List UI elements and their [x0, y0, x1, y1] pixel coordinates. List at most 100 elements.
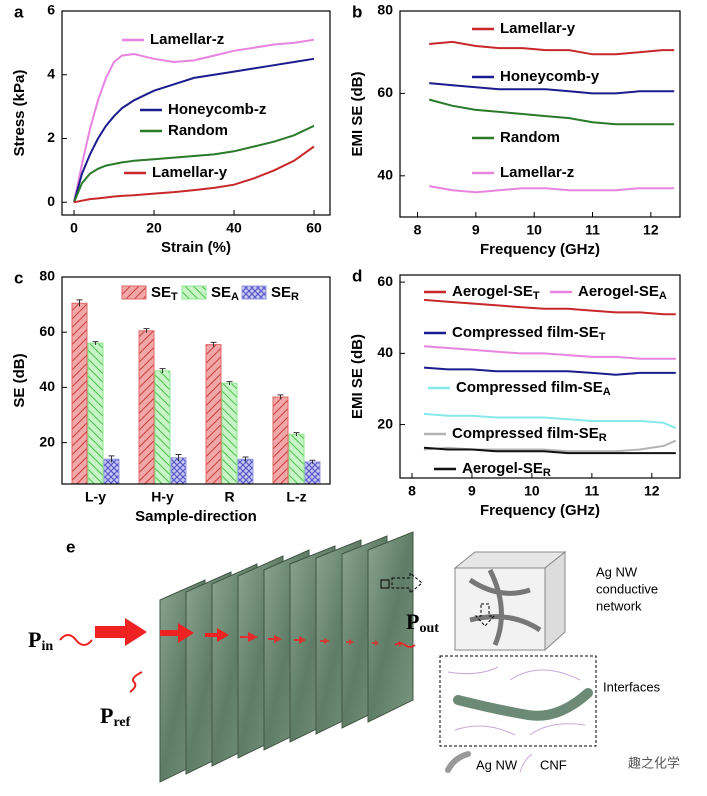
series-label: Honeycomb-z [168, 101, 266, 118]
line [428, 98, 675, 126]
x-tick-label: 12 [643, 222, 659, 238]
x-tick-label: 40 [226, 220, 242, 236]
text-part: Lamellar-z [500, 164, 574, 181]
series-label: Lamellar-z [150, 31, 224, 48]
text-part: in [41, 639, 53, 654]
text-part: SE [151, 284, 171, 301]
error-bar [175, 453, 182, 462]
x-tick-label: L-z [286, 489, 306, 505]
zoom-box [380, 579, 390, 589]
series-label: Lamellar-y [500, 20, 576, 37]
y-tick-label: 40 [39, 378, 55, 394]
plot-frame [399, 274, 681, 479]
error-bar [76, 299, 83, 307]
fibers [447, 666, 586, 736]
line [73, 57, 315, 203]
text-part: Compressed film-SE [456, 379, 603, 396]
series-label: Random [500, 129, 560, 146]
watermark: 趣之化学 [628, 755, 680, 770]
text-part: Honeycomb-y [500, 68, 600, 85]
y-axis-label: SE (dB) [11, 353, 28, 407]
x-tick-label: L-y [85, 489, 106, 505]
legend-swatch [241, 285, 267, 300]
p-ref: Pref [100, 703, 131, 730]
text-part: Aerogel-SE [578, 283, 659, 300]
y-tick-label: 60 [377, 84, 393, 100]
line [429, 185, 675, 194]
x-axis-label: Frequency (GHz) [480, 502, 600, 519]
bar [154, 370, 171, 485]
bar [205, 344, 222, 485]
x-tick-label: 20 [146, 220, 162, 236]
text-part: Random [168, 122, 228, 139]
x-tick-label: 11 [585, 222, 600, 238]
line [423, 345, 676, 360]
series-label: SEA [211, 284, 239, 303]
y-tick-label: 2 [47, 129, 55, 145]
series-label: Aerogel-SER [462, 460, 551, 479]
x-tick-label: 9 [472, 222, 480, 238]
text-part: R [543, 467, 551, 479]
legend-label: Ag NW [476, 757, 518, 772]
error-bar [277, 394, 284, 400]
network-label: network [596, 598, 642, 613]
y-tick-label: 20 [39, 433, 55, 449]
text-part: P [100, 703, 113, 728]
panel-label: d [352, 266, 362, 285]
error-bar [210, 341, 217, 347]
series-label: Lamellar-z [500, 164, 574, 181]
text-part: P [406, 609, 419, 634]
dashed-arrow [474, 603, 496, 627]
series-label: Aerogel-SET [452, 283, 540, 302]
bar [237, 458, 254, 485]
error-bar [293, 432, 300, 436]
y-tick-label: 60 [377, 273, 393, 289]
error-bar [159, 368, 166, 374]
legend-icon [445, 751, 471, 773]
text-part: Compressed film-SE [452, 324, 599, 341]
panel-label: a [14, 2, 24, 21]
network-label: Ag NW [596, 564, 638, 579]
bar [103, 458, 120, 485]
series-label: Compressed film-SER [452, 425, 607, 444]
dashed-arrow [391, 571, 423, 595]
x-tick-label: 0 [70, 220, 78, 236]
x-axis-label: Strain (%) [161, 239, 231, 256]
x-tick-label: 8 [408, 483, 416, 499]
error-bar [309, 459, 316, 464]
y-axis-label: Stress (kPa) [11, 70, 28, 157]
text-part: A [603, 386, 611, 398]
bar [170, 457, 187, 485]
error-bar [108, 455, 115, 463]
line [423, 298, 676, 316]
text-part: SE [211, 284, 231, 301]
text-part: A [231, 291, 239, 303]
text-part: Compressed film-SE [452, 425, 599, 442]
bar [87, 342, 104, 485]
panel-label: e [66, 537, 75, 556]
nanowire [453, 688, 593, 721]
interfaces-label: Interfaces [603, 679, 661, 694]
y-tick-label: 40 [377, 167, 393, 183]
network-label: conductive [596, 581, 658, 596]
wave [129, 671, 143, 693]
text-part: Honeycomb-z [168, 101, 266, 118]
x-tick-label: 10 [526, 222, 542, 238]
bar [304, 461, 321, 485]
line [73, 124, 315, 203]
y-tick-label: 80 [377, 2, 393, 18]
text-part: Lamellar-z [150, 31, 224, 48]
legend-swatch [181, 285, 207, 300]
plot-frame [61, 10, 331, 216]
text-part: Random [500, 129, 560, 146]
series-label: Aerogel-SEA [578, 283, 667, 302]
p-in: Pin [28, 627, 53, 654]
x-tick-label: 8 [414, 222, 422, 238]
y-tick-label: 60 [39, 323, 55, 339]
series-label: SET [151, 284, 178, 303]
text-part: out [419, 621, 439, 636]
text-part: Lamellar-y [500, 20, 576, 37]
x-axis-label: Frequency (GHz) [480, 241, 600, 258]
text-part: Aerogel-SE [452, 283, 533, 300]
line [73, 38, 315, 203]
